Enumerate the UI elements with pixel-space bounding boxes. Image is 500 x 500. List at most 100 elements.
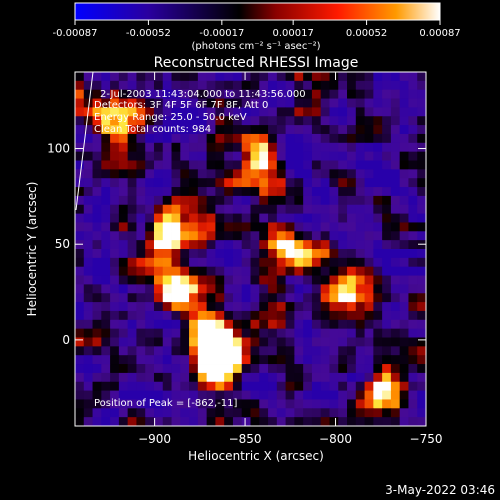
heatmap-cell xyxy=(206,364,216,374)
heatmap-cell xyxy=(215,337,225,347)
heatmap-cell xyxy=(162,275,172,285)
heatmap-cell xyxy=(347,178,357,188)
heatmap-cell xyxy=(276,213,287,223)
heatmap-cell xyxy=(417,107,426,117)
heatmap-cell xyxy=(285,257,295,268)
heatmap-cell xyxy=(206,337,216,347)
heatmap-cell xyxy=(408,293,418,303)
heatmap-cell xyxy=(153,390,164,400)
heatmap-cell xyxy=(171,417,181,426)
heatmap-cell xyxy=(189,257,199,268)
heatmap-cell xyxy=(285,116,295,126)
heatmap-cell xyxy=(101,125,111,135)
heatmap-cell xyxy=(417,319,426,330)
heatmap-cell xyxy=(145,266,155,276)
heatmap-cell xyxy=(118,231,129,241)
heatmap-cell xyxy=(303,195,313,206)
heatmap-cell xyxy=(329,89,339,99)
heatmap-cell xyxy=(83,80,93,91)
heatmap-cell xyxy=(329,151,339,161)
heatmap-cell xyxy=(197,187,208,197)
heatmap-cell xyxy=(250,257,260,268)
heatmap-cell xyxy=(364,187,374,197)
heatmap-cell xyxy=(276,231,287,241)
heatmap-cell xyxy=(83,151,93,161)
heatmap-cell xyxy=(294,284,304,294)
heatmap-cell xyxy=(355,89,365,99)
heatmap-cell xyxy=(276,116,287,126)
heatmap-cell xyxy=(83,372,93,383)
heatmap-cell xyxy=(268,337,278,347)
heatmap-cell xyxy=(364,89,374,99)
heatmap-cell xyxy=(285,293,295,303)
heatmap-cell xyxy=(276,98,287,108)
heatmap-cell xyxy=(320,222,330,232)
heatmap-cell xyxy=(83,364,93,374)
heatmap-cell xyxy=(320,107,330,117)
heatmap-cell xyxy=(127,372,137,383)
heatmap-cell xyxy=(285,222,295,232)
heatmap-cell xyxy=(408,390,418,400)
heatmap-cell xyxy=(224,346,234,356)
heatmap-cell xyxy=(320,364,330,374)
heatmap-cell xyxy=(303,302,313,312)
heatmap-cell xyxy=(241,319,251,330)
heatmap-cell xyxy=(197,293,208,303)
heatmap-cell xyxy=(118,222,129,232)
heatmap-cell xyxy=(232,89,243,99)
heatmap-cell xyxy=(373,222,383,232)
heatmap-cell xyxy=(215,302,225,312)
heatmap-cell xyxy=(171,319,181,330)
heatmap-cell xyxy=(399,249,409,259)
heatmap-cell xyxy=(92,89,102,99)
heatmap-cell xyxy=(364,390,374,400)
heatmap-cell xyxy=(399,151,409,161)
heatmap-cell xyxy=(83,231,93,241)
heatmap-cell xyxy=(162,390,172,400)
heatmap-cell xyxy=(197,116,208,126)
heatmap-cell xyxy=(171,125,181,135)
heatmap-cell xyxy=(162,249,172,259)
heatmap-cell xyxy=(390,204,401,214)
heatmap-cell xyxy=(224,249,234,259)
heatmap-cell xyxy=(153,364,164,374)
heatmap-cell xyxy=(110,222,120,232)
heatmap-cell xyxy=(320,302,330,312)
heatmap-cell xyxy=(338,293,348,303)
heatmap-cell xyxy=(399,266,409,276)
heatmap-cell xyxy=(241,390,251,400)
heatmap-cell xyxy=(189,107,199,117)
heatmap-cell xyxy=(320,310,330,321)
heatmap-cell xyxy=(382,98,392,108)
heatmap-cell xyxy=(171,310,181,321)
heatmap-cell xyxy=(250,142,260,153)
heatmap-cell xyxy=(276,372,287,383)
heatmap-cell xyxy=(390,80,401,91)
heatmap-cell xyxy=(171,302,181,312)
heatmap-cell xyxy=(390,257,401,268)
heatmap-cell xyxy=(206,89,216,99)
heatmap-cell xyxy=(224,107,234,117)
heatmap-cell xyxy=(408,275,418,285)
heatmap-cell xyxy=(338,98,348,108)
heatmap-cell xyxy=(153,231,164,241)
heatmap-cell xyxy=(373,116,383,126)
heatmap-cell xyxy=(373,80,383,91)
heatmap-cell xyxy=(382,133,392,144)
heatmap-cell xyxy=(347,417,357,426)
heatmap-cell xyxy=(118,151,129,161)
heatmap-cell xyxy=(338,116,348,126)
heatmap-cell xyxy=(408,302,418,312)
heatmap-cell xyxy=(162,222,172,232)
heatmap-cell xyxy=(162,213,172,223)
heatmap-cell xyxy=(338,240,348,250)
heatmap-cell xyxy=(417,399,426,409)
heatmap-cell xyxy=(75,302,85,312)
heatmap-cell xyxy=(215,408,225,418)
heatmap-cell xyxy=(189,231,199,241)
heatmap-cell xyxy=(136,160,146,170)
heatmap-cell xyxy=(268,364,278,374)
heatmap-cell xyxy=(390,302,401,312)
heatmap-cell xyxy=(75,310,85,321)
heatmap-cell xyxy=(364,337,374,347)
